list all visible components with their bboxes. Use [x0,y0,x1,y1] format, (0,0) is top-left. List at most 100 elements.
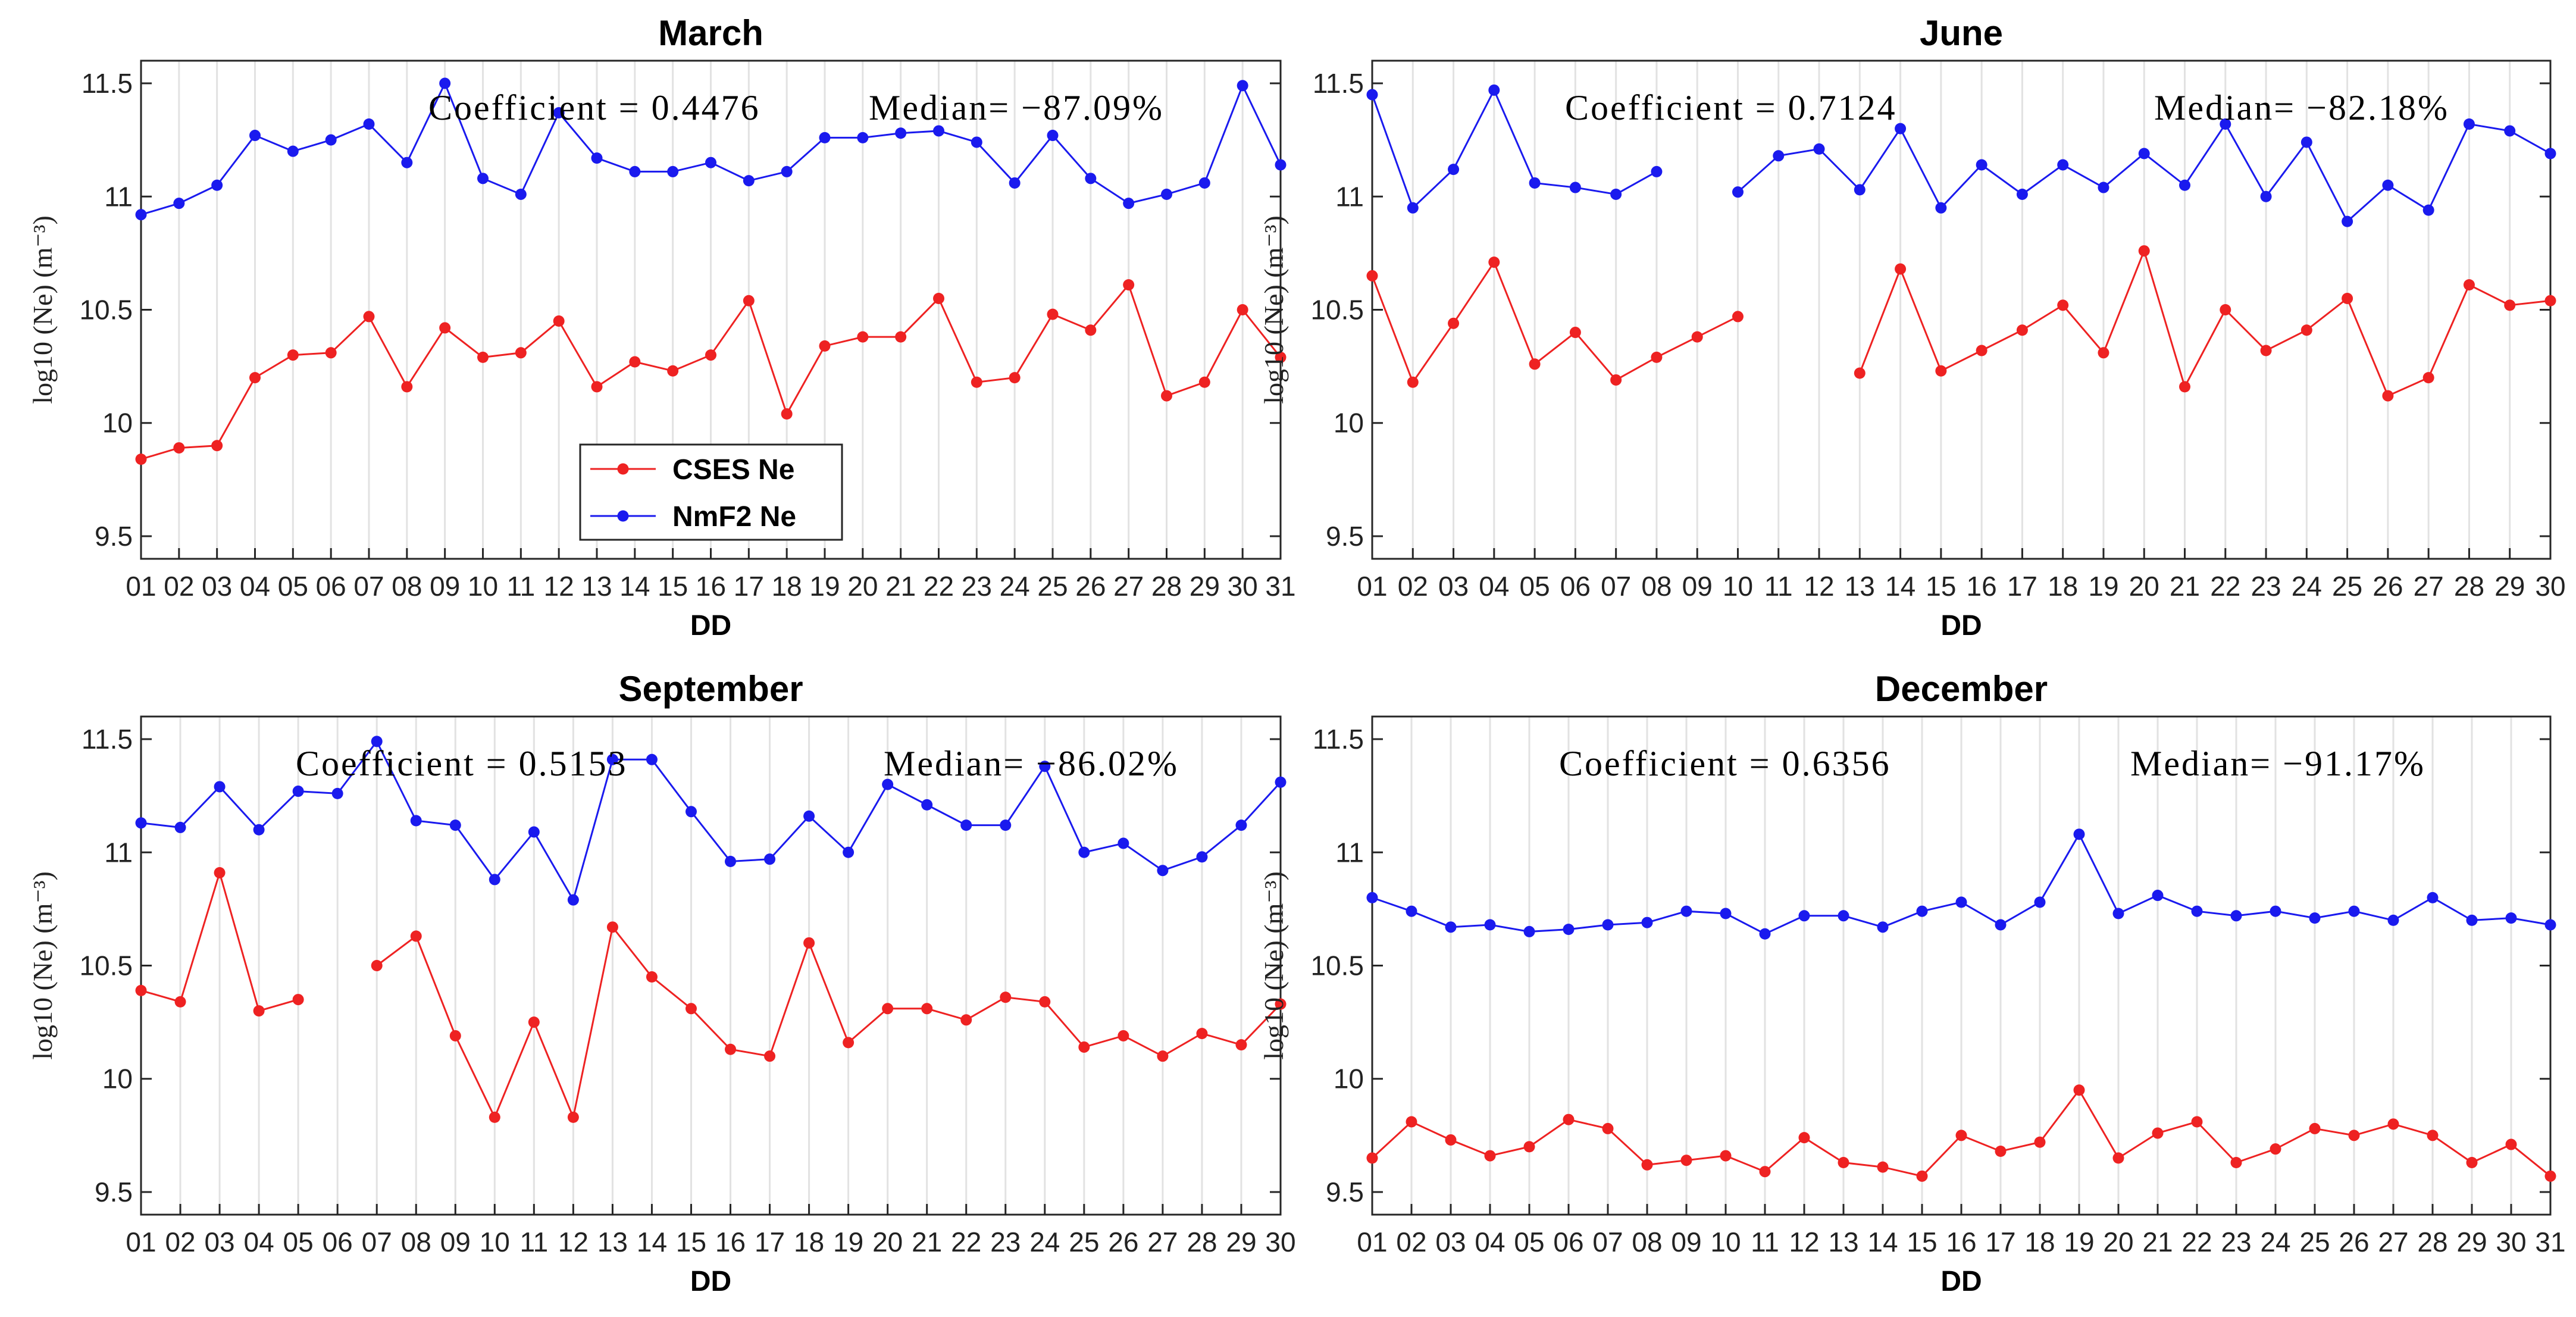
data-point [1009,372,1021,384]
data-point [2342,215,2353,227]
x-tick-label: 01 [1357,571,1387,602]
data-point [1047,130,1059,142]
x-tick-label: 16 [1946,1227,1976,1257]
x-tick-label: 11 [1764,571,1793,602]
x-axis-label: DD [1940,610,1982,642]
data-point [2348,1130,2360,1141]
data-point [2016,188,2028,200]
x-tick-label: 23 [2251,571,2281,602]
x-tick-label: 10 [1710,1227,1741,1257]
series-cses-ne [1366,245,2556,402]
data-point [1854,367,1866,379]
data-point [2098,347,2109,359]
data-point [1563,924,1575,936]
x-tick-label: 19 [809,571,840,602]
data-point [325,134,337,146]
data-point [933,292,944,304]
x-tick-label: 29 [2456,1227,2487,1257]
data-point [819,132,831,143]
data-point [2544,295,2556,306]
data-point [2309,1122,2321,1134]
data-point [1196,851,1208,863]
data-point [1523,925,1535,937]
x-tick-label: 03 [1438,571,1469,602]
panel-september: 9.5 10 10.5 11 11.5 01 02 03 04 05 06 07 08 09 10 11 12 1… [27,669,1296,1297]
data-point [401,381,413,393]
x-tick-label: 22 [2181,1227,2212,1257]
x-tick-label: 08 [401,1227,431,1257]
data-point [2463,118,2475,130]
x-tick-label: 25 [2299,1227,2330,1257]
x-tick-label: 13 [581,571,612,602]
data-point [857,132,869,143]
data-point [819,340,831,352]
data-point [1009,177,1021,189]
median-annotation: Median= −82.18% [2154,88,2449,127]
y-axis-label: log10 (Ne) (m⁻³) [27,215,58,404]
y-tick-label: 9.5 [95,1177,133,1207]
data-point [1895,123,1907,134]
data-point [1916,1170,1928,1182]
x-tick-label: 14 [619,571,650,602]
data-point [1366,270,1378,281]
y-tick-label: 9.5 [1326,521,1364,552]
data-point [2505,912,2517,924]
data-point [371,736,383,747]
data-point [764,853,776,865]
data-point [1680,905,1692,917]
x-tick-label: 28 [1151,571,1182,602]
data-point [135,817,147,829]
y-tick-label: 11.5 [82,724,133,755]
data-point [2260,345,2272,356]
data-point [287,145,299,157]
series-nmf2-ne [135,77,1287,221]
data-point [292,786,304,797]
x-tick-label: 05 [278,571,308,602]
data-point [1720,1150,1732,1162]
data-point [1275,159,1287,171]
data-point [249,372,261,384]
data-point [1198,177,1210,189]
data-point [606,921,618,933]
panel-june: 9.5 10 10.5 11 11.5 01 02 03 04 05 06 07 08 09 10 11 12 1… [1259,13,2566,642]
x-tick-label: 09 [1682,571,1713,602]
series-cses-ne [135,279,1287,465]
x-tick-label: 11 [1751,1227,1779,1257]
x-tick-label: 04 [1475,1227,1505,1257]
x-tick-label: 28 [2417,1227,2447,1257]
x-tick-label: 19 [2064,1227,2094,1257]
legend-box [579,443,843,541]
data-point [410,815,422,827]
data-point [1123,279,1135,291]
data-point [705,157,716,168]
data-point [331,787,343,799]
data-point [882,1003,894,1015]
x-tick-label: 12 [1789,1227,1819,1257]
chart-title: September [618,669,803,709]
data-point [1085,324,1097,336]
data-point [1123,198,1135,209]
data-point [2057,159,2069,171]
data-point [1407,376,1419,388]
data-point [1235,819,1247,831]
data-point [449,1030,461,1041]
x-tick-label: 13 [1845,571,1875,602]
data-point [960,1014,972,1026]
x-tick-label: 27 [1147,1227,1178,1257]
data-point [857,331,869,343]
panel-december: 9.5 10 10.5 11 11.5 01 02 03 04 05 06 07 08 09 10 11 12 1… [1259,669,2566,1297]
x-tick-label: 18 [772,571,802,602]
y-tick-label: 9.5 [95,521,133,552]
data-point [743,175,755,187]
data-point [2230,1156,2242,1168]
x-tick-label: 24 [1000,571,1030,602]
data-point [2504,299,2516,311]
data-point [1235,1039,1247,1051]
x-tick-label: 24 [2292,571,2322,602]
x-tick-label: 17 [1985,1227,2015,1257]
data-point [1078,1041,1090,1053]
legend-label: CSES Ne [672,454,794,486]
data-point [1691,331,1703,343]
data-point [249,130,261,142]
